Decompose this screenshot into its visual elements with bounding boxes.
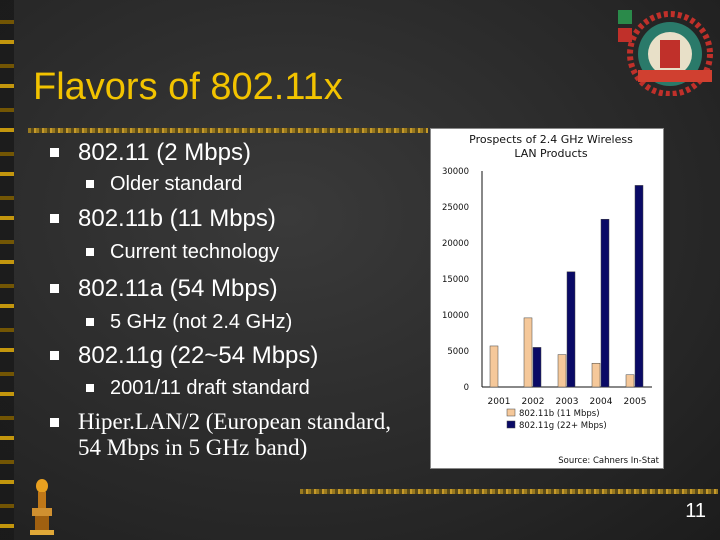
bullet-80211: 802.11 (2 Mbps) [50, 139, 251, 166]
chart-panel: Prospects of 2.4 GHz Wireless LAN Product… [430, 128, 664, 469]
title-divider [28, 128, 428, 133]
x-tick-label: 2004 [590, 397, 613, 407]
bullet-square-icon [50, 214, 59, 223]
footer-divider [300, 489, 718, 494]
bullet-text-line2: 54 Mbps in 5 GHz band) [78, 435, 308, 460]
sub-bullet-draft-standard: 2001/11 draft standard [86, 377, 310, 399]
x-tick-label: 2005 [624, 397, 647, 407]
sub-bullet-current-technology: Current technology [86, 241, 279, 263]
bullet-square-icon [50, 284, 59, 293]
y-tick-label: 30000 [442, 167, 469, 177]
legend-label: 802.11g (22+ Mbps) [519, 421, 607, 431]
sub-bullet-older-standard: Older standard [86, 173, 243, 195]
bullet-text: 802.11 (2 Mbps) [78, 139, 251, 166]
bullet-text-line1: Hiper.LAN/2 (European standard, [78, 409, 391, 434]
bullet-square-icon [86, 318, 94, 326]
sub-bullet-text: Current technology [110, 241, 279, 263]
bullet-80211g: 802.11g (22~54 Mbps) [50, 342, 319, 369]
legend-swatch [506, 408, 516, 417]
y-tick-label: 15000 [442, 275, 469, 285]
x-tick-label: 2001 [488, 397, 511, 407]
bar-80211g-2003 [566, 271, 576, 388]
bullet-square-icon [86, 384, 94, 392]
page-number: 11 [685, 500, 706, 522]
bullet-hiperlan: Hiper.LAN/2 (European standard, 54 Mbps … [50, 409, 391, 461]
bar-80211g-2002 [532, 347, 542, 388]
chart-title-line1: Prospects of 2.4 GHz Wireless [469, 133, 633, 146]
bar-80211b-2005 [625, 374, 635, 388]
bar-80211b-2002 [523, 317, 533, 388]
chart-title-line2: LAN Products [514, 147, 587, 160]
sub-bullet-text: Older standard [110, 173, 243, 195]
legend-label: 802.11b (11 Mbps) [519, 409, 600, 419]
x-tick-label: 2003 [556, 397, 579, 407]
y-tick-label: 10000 [442, 311, 469, 321]
sub-bullet-text: 2001/11 draft standard [110, 377, 310, 399]
slide-title: Flavors of 802.11x [33, 66, 343, 108]
sub-bullet-5ghz: 5 GHz (not 2.4 GHz) [86, 311, 293, 333]
x-tick-label: 2002 [522, 397, 545, 407]
y-tick-label: 5000 [447, 347, 469, 357]
chart-source-note: Source: Cahners In-Stat [558, 456, 659, 466]
y-tick-label: 0 [464, 383, 469, 393]
bar-80211b-2004 [591, 362, 601, 388]
y-tick-label: 20000 [442, 239, 469, 249]
bullet-80211b: 802.11b (11 Mbps) [50, 205, 276, 232]
bullet-square-icon [50, 148, 59, 157]
university-seal-logo [618, 10, 713, 96]
bar-80211g-2005 [634, 185, 644, 388]
bullet-text: 802.11b (11 Mbps) [78, 205, 276, 232]
y-tick-label: 25000 [442, 203, 469, 213]
torch-figure-icon [30, 479, 54, 535]
sub-bullet-text: 5 GHz (not 2.4 GHz) [110, 311, 293, 333]
bar-80211b-2003 [557, 354, 567, 388]
left-decorative-stripe [0, 0, 14, 540]
bullet-text: 802.11a (54 Mbps) [78, 275, 278, 302]
bullet-square-icon [50, 351, 59, 360]
bullet-text: 802.11g (22~54 Mbps) [78, 342, 319, 369]
bar-80211g-2004 [600, 218, 610, 388]
bullet-80211a: 802.11a (54 Mbps) [50, 275, 278, 302]
legend-swatch [506, 420, 516, 429]
bar-80211b-2001 [489, 345, 499, 388]
bullet-square-icon [50, 418, 59, 427]
bullet-square-icon [86, 248, 94, 256]
bullet-square-icon [86, 180, 94, 188]
